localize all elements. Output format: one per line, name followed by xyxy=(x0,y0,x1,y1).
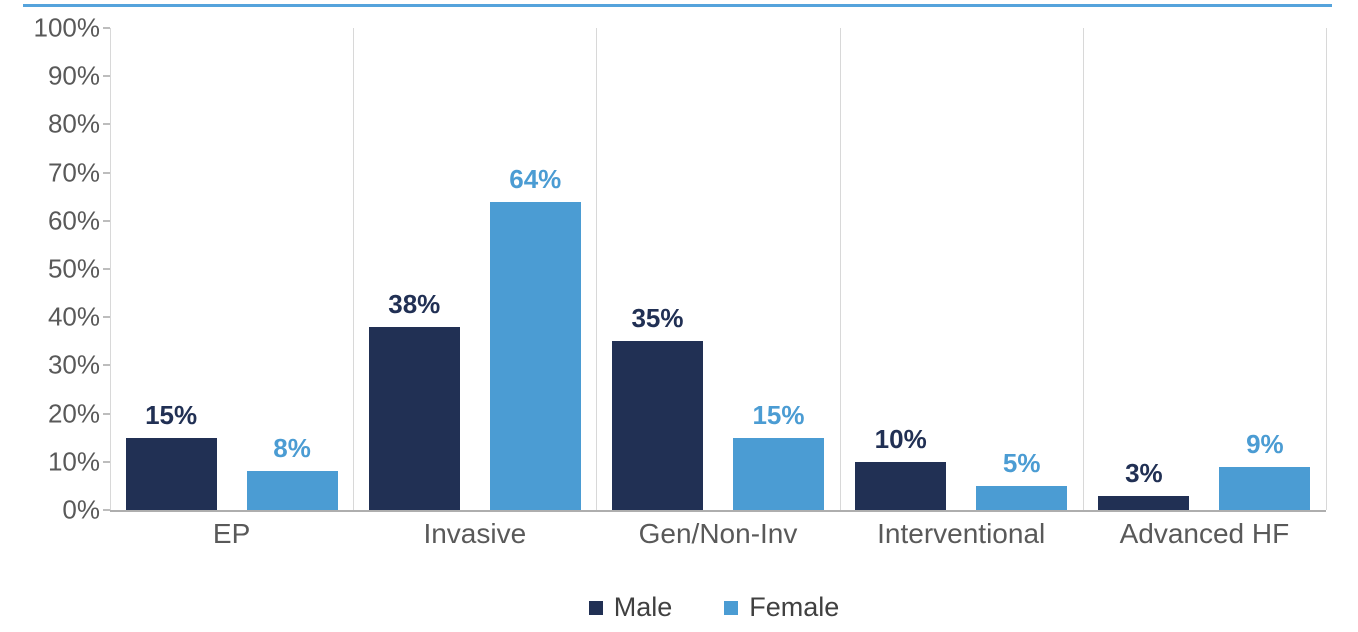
y-axis-tick-label: 70% xyxy=(47,157,100,188)
y-axis-tick-mark xyxy=(103,75,110,78)
y-axis-tick-label: 10% xyxy=(47,446,100,477)
bar-male-gen-non-inv xyxy=(612,341,703,510)
category-label-ep: EP xyxy=(212,518,251,549)
plot-gridline xyxy=(1326,28,1327,510)
y-axis-tick-label: 100% xyxy=(33,12,101,43)
plot-gridline xyxy=(1082,28,1084,510)
bar-female-invasive xyxy=(489,201,581,510)
category-label-interventional: Interventional xyxy=(877,518,1046,549)
y-axis-tick-label: 20% xyxy=(47,398,100,429)
plot-area: 15% 38% 35% 10% 3% 8% 64% 15% 5% 9% xyxy=(110,28,1327,512)
legend-label-female: Female xyxy=(749,592,840,622)
y-axis-tick-mark xyxy=(103,412,110,415)
y-axis-tick-label: 60% xyxy=(47,205,100,236)
y-axis-tick-mark xyxy=(103,509,110,511)
y-axis-tick-mark xyxy=(103,27,110,29)
bar-value-label-male-interventional: 10% xyxy=(874,423,927,454)
bar-male-advanced-hf xyxy=(1098,495,1190,510)
y-axis-tick-mark xyxy=(103,364,110,367)
plot-gridline xyxy=(353,28,355,510)
y-axis-tick-mark xyxy=(103,219,110,222)
legend: Male Female xyxy=(35,592,1358,623)
plot-gridline xyxy=(596,28,598,510)
y-axis-tick-mark xyxy=(103,460,110,463)
y-axis-tick-label: 80% xyxy=(47,108,100,139)
bar-value-label-female-advanced-hf: 9% xyxy=(1246,428,1284,459)
legend-item-male: Male xyxy=(588,592,673,623)
top-accent-line xyxy=(23,4,1332,7)
bar-female-advanced-hf xyxy=(1219,466,1311,510)
male-swatch-icon xyxy=(588,600,603,615)
bar-male-interventional xyxy=(855,461,947,510)
y-axis-tick-mark xyxy=(103,316,110,319)
category-label-gen-non-inv: Gen/Non-Inv xyxy=(638,518,798,549)
bar-male-invasive xyxy=(368,326,460,510)
legend-item-female: Female xyxy=(724,592,839,623)
y-axis-tick-mark xyxy=(103,123,110,126)
y-axis-tick-mark xyxy=(103,268,110,270)
bar-value-label-female-invasive: 64% xyxy=(509,163,562,194)
y-axis-tick-label: 90% xyxy=(47,60,100,91)
bar-female-interventional xyxy=(976,485,1068,510)
bar-value-label-female-interventional: 5% xyxy=(1002,447,1041,478)
category-label-invasive: Invasive xyxy=(423,518,527,549)
y-axis: 0% 10% 20% 30% 40% 50% 60% 70% 80% 90% 100% xyxy=(0,0,101,632)
bar-value-label-male-invasive: 38% xyxy=(388,288,441,319)
plot-gridline xyxy=(110,28,111,510)
y-axis-tick-mark xyxy=(103,171,110,174)
bar-value-label-female-gen-non-inv: 15% xyxy=(752,399,805,430)
bar-female-gen-non-inv xyxy=(733,437,824,510)
bar-female-ep xyxy=(246,471,338,510)
legend-label-male: Male xyxy=(613,592,673,622)
bar-value-label-male-ep: 15% xyxy=(145,399,198,430)
plot-gridline xyxy=(839,28,841,510)
y-axis-tick-label: 0% xyxy=(62,494,100,525)
category-label-advanced-hf: Advanced HF xyxy=(1119,518,1290,549)
female-swatch-icon xyxy=(724,600,739,615)
bar-value-label-male-gen-non-inv: 35% xyxy=(631,303,684,334)
bar-male-ep xyxy=(125,437,217,510)
y-axis-tick-label: 40% xyxy=(47,301,100,332)
bar-value-label-male-advanced-hf: 3% xyxy=(1125,457,1163,488)
y-axis-tick-label: 30% xyxy=(47,349,100,380)
y-axis-tick-label: 50% xyxy=(47,253,100,284)
bar-value-label-female-ep: 8% xyxy=(273,433,311,464)
